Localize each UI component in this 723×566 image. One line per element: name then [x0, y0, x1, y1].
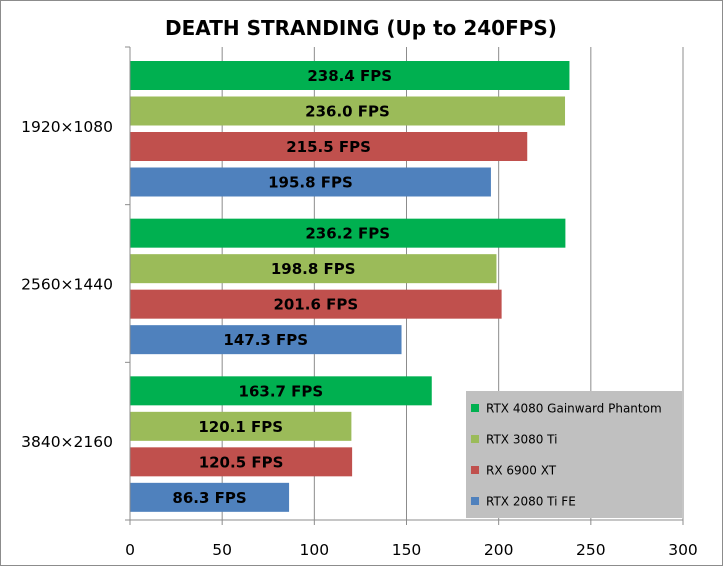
legend-swatch	[471, 435, 479, 443]
x-tick-label: 150	[392, 541, 422, 559]
legend-swatch	[471, 497, 479, 505]
legend: RTX 4080 Gainward Phantom RTX 3080 Ti RX 6…	[466, 391, 682, 518]
bar	[130, 167, 491, 197]
bar	[130, 96, 566, 126]
category-label: 2560×1440	[21, 276, 113, 294]
category-label: 3840×2160	[21, 433, 113, 451]
gridlines	[221, 47, 684, 520]
legend-label: RX 6900 XT	[486, 464, 557, 478]
x-tick-label: 0	[125, 541, 135, 559]
bar	[130, 376, 432, 406]
category-label: 1920×1080	[21, 118, 113, 136]
data-label: 236.0 FPS	[305, 103, 390, 121]
legend-swatch	[471, 466, 479, 474]
data-label: 195.8 FPS	[268, 174, 353, 192]
data-label: 163.7 FPS	[239, 382, 324, 400]
data-label: 238.4 FPS	[307, 67, 392, 85]
bar	[130, 61, 570, 90]
data-label: 198.8 FPS	[271, 260, 356, 278]
chart-title: DEATH STRANDING (Up to 240FPS)	[165, 16, 557, 40]
x-tick-label: 200	[484, 541, 514, 559]
bar	[130, 482, 290, 512]
data-label: 236.2 FPS	[305, 225, 390, 243]
data-label: 215.5 FPS	[286, 138, 371, 156]
bar	[130, 325, 402, 355]
data-label: 86.3 FPS	[172, 489, 246, 507]
data-label: 201.6 FPS	[273, 296, 358, 314]
legend-label: RTX 2080 Ti FE	[486, 495, 576, 509]
x-tick-label: 250	[576, 541, 606, 559]
bar	[130, 254, 497, 284]
bar	[130, 132, 528, 161]
data-label: 120.1 FPS	[198, 418, 283, 436]
x-tick-label: 300	[668, 541, 698, 559]
legend-label: RTX 3080 Ti	[486, 433, 557, 447]
bar	[130, 289, 502, 319]
bar	[130, 411, 352, 441]
bar	[130, 218, 566, 248]
data-label: 120.5 FPS	[199, 453, 284, 471]
legend-box	[466, 391, 682, 518]
bar	[130, 447, 353, 477]
x-tick-label: 50	[212, 541, 232, 559]
legend-label: RTX 4080 Gainward Phantom	[486, 402, 662, 416]
axes: 0 50 100 150 200 250 300 1920×1080 2560×1440 3840…	[21, 46, 698, 559]
x-tick-label: 100	[300, 541, 330, 559]
data-label: 147.3 FPS	[223, 331, 308, 349]
bars: 238.4 FPS 236.0 FPS 215.5 FPS 195.8 FPS 236.…	[130, 61, 570, 512]
legend-swatch	[471, 404, 479, 412]
